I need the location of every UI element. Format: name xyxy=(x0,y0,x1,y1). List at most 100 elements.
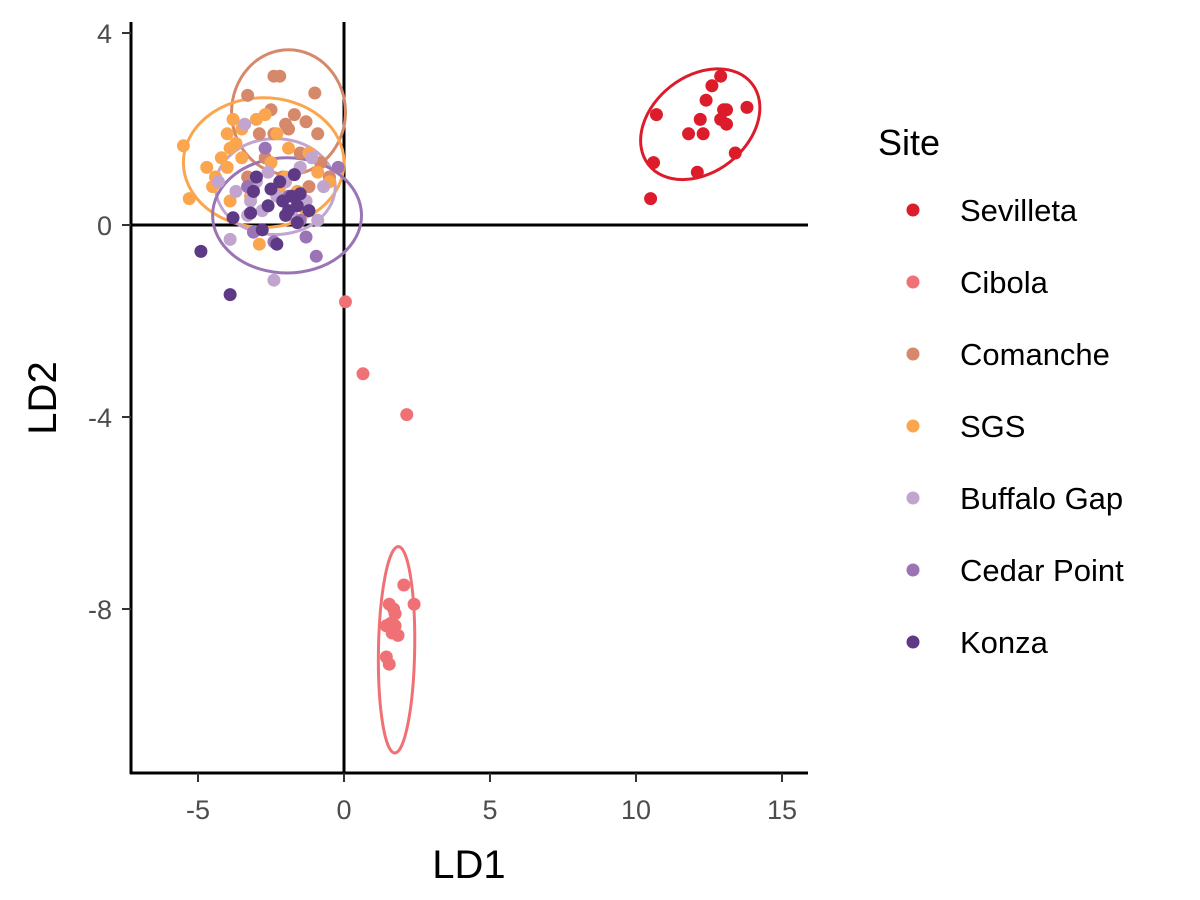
x-axis-title: LD1 xyxy=(432,843,505,887)
data-point xyxy=(407,597,421,611)
data-point xyxy=(302,204,316,218)
data-point xyxy=(270,127,284,141)
x-tick-label: 0 xyxy=(336,795,351,825)
legend-label: Buffalo Gap xyxy=(960,481,1123,516)
data-point xyxy=(740,100,754,114)
legend-swatch xyxy=(906,203,920,217)
data-point xyxy=(261,165,275,179)
y-tick-label: -4 xyxy=(88,403,112,433)
confidence-ellipse xyxy=(211,156,364,275)
y-axis: LD2 4 0 -4 -8 xyxy=(21,19,133,774)
data-point xyxy=(273,69,287,83)
data-point xyxy=(696,127,710,141)
legend-item: Cibola xyxy=(906,265,1049,300)
legend-item: Konza xyxy=(906,625,1049,660)
data-point xyxy=(682,127,696,141)
data-point xyxy=(220,160,234,174)
data-point xyxy=(220,127,234,141)
data-point xyxy=(287,168,301,182)
data-point xyxy=(229,184,243,198)
legend-label: Comanche xyxy=(960,337,1110,372)
data-point xyxy=(226,211,240,225)
x-tick-label: 5 xyxy=(482,795,497,825)
legend-label: SGS xyxy=(960,409,1025,444)
legend-item: Cedar Point xyxy=(906,553,1124,588)
data-point xyxy=(356,367,370,381)
data-point xyxy=(397,578,411,592)
data-point xyxy=(246,184,260,198)
legend-label: Cibola xyxy=(960,265,1049,300)
data-point xyxy=(714,69,728,83)
confidence-ellipse xyxy=(376,545,417,755)
data-point xyxy=(311,127,325,141)
data-point xyxy=(647,156,661,170)
data-point xyxy=(282,141,296,155)
series-points xyxy=(211,117,331,287)
series-points xyxy=(338,295,421,671)
data-point xyxy=(728,146,742,160)
legend-label: Sevilleta xyxy=(960,193,1078,228)
plot-area xyxy=(131,22,808,773)
data-point xyxy=(261,199,275,213)
data-point xyxy=(299,230,313,244)
legend-swatch xyxy=(906,563,920,577)
data-point xyxy=(690,165,704,179)
legend: Site Sevilleta Cibola Comanche SGS Buffalo G… xyxy=(878,122,1124,660)
data-point xyxy=(311,165,325,179)
data-point xyxy=(720,117,734,131)
y-tick-label: 4 xyxy=(97,19,112,49)
legend-item: Comanche xyxy=(906,337,1110,372)
data-point xyxy=(264,182,278,196)
data-point xyxy=(267,273,281,287)
data-point xyxy=(382,657,396,671)
data-point xyxy=(391,628,405,642)
data-point xyxy=(338,295,352,309)
data-point xyxy=(252,127,266,141)
data-point xyxy=(258,108,272,122)
data-point xyxy=(182,192,196,206)
legend-swatch xyxy=(906,491,920,505)
data-point xyxy=(293,187,307,201)
data-point xyxy=(693,112,707,126)
data-point xyxy=(252,237,266,251)
legend-label: Cedar Point xyxy=(960,553,1124,588)
data-point xyxy=(317,180,331,194)
x-axis: LD1 -5 0 5 10 15 xyxy=(130,771,808,887)
legend-item: Sevilleta xyxy=(906,193,1078,228)
y-tick-label: -8 xyxy=(88,595,112,625)
data-point xyxy=(644,192,658,206)
data-point xyxy=(211,175,225,189)
data-point xyxy=(299,115,313,129)
legend-title: Site xyxy=(878,122,940,163)
data-point xyxy=(214,151,228,165)
legend-item: SGS xyxy=(906,409,1025,444)
data-point xyxy=(244,206,258,220)
legend-swatch xyxy=(906,635,920,649)
y-tick-label: 0 xyxy=(97,211,112,241)
series-points xyxy=(644,69,754,206)
legend-swatch xyxy=(906,275,920,289)
data-point xyxy=(273,175,287,189)
series-points xyxy=(194,168,316,302)
data-point xyxy=(176,139,190,153)
data-point xyxy=(229,136,243,150)
data-point xyxy=(287,108,301,122)
data-point xyxy=(705,79,719,93)
data-point xyxy=(235,151,249,165)
data-point xyxy=(290,199,304,213)
x-tick-label: 10 xyxy=(621,795,651,825)
data-point xyxy=(223,194,237,208)
data-point xyxy=(255,223,269,237)
legend-item: Buffalo Gap xyxy=(906,481,1123,516)
data-point xyxy=(238,117,252,131)
data-point xyxy=(720,103,734,117)
data-point xyxy=(305,151,319,165)
x-tick-label: -5 xyxy=(186,795,210,825)
legend-swatch xyxy=(906,347,920,361)
data-point xyxy=(223,232,237,246)
data-point xyxy=(302,180,316,194)
data-point xyxy=(194,244,208,258)
data-point xyxy=(241,88,255,102)
data-point xyxy=(258,141,272,155)
